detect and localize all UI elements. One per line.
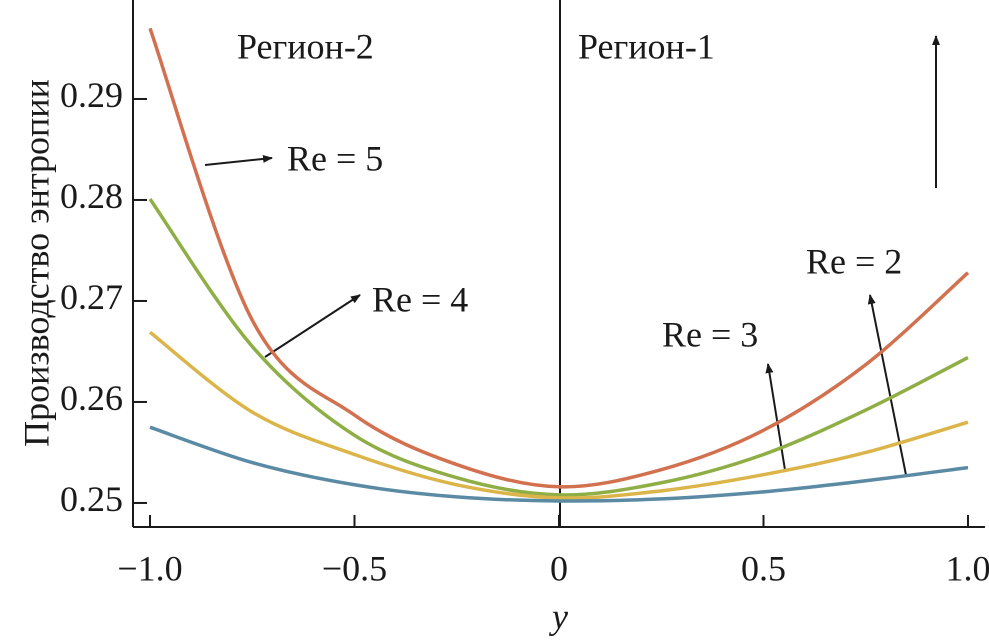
annotation: Регион-1 — [578, 26, 715, 66]
arrow — [204, 154, 273, 166]
x-tick-label: 1.0 — [945, 548, 989, 588]
y-tick-label: 0.25 — [60, 479, 123, 519]
annotation: Регион-2 — [237, 26, 374, 66]
y-tick-label: 0.28 — [60, 176, 123, 216]
series-line — [148, 197, 969, 497]
x-tick-label: −1.0 — [117, 548, 182, 588]
x-axis-label: y — [549, 596, 568, 636]
series-label: Re = 2 — [806, 241, 902, 281]
y-tick-label: 0.27 — [60, 277, 123, 317]
series-label: Re = 3 — [662, 314, 758, 354]
series-line — [148, 27, 970, 489]
arrow — [264, 294, 361, 358]
arrow — [867, 294, 907, 476]
series-label: Re = 5 — [287, 138, 383, 178]
series-line — [149, 425, 969, 503]
x-tick-label: 0.5 — [741, 548, 786, 588]
y-tick-label: 0.26 — [60, 378, 123, 418]
series-label: Re = 4 — [372, 279, 468, 319]
x-tick-label: −0.5 — [322, 548, 387, 588]
series-line — [148, 330, 969, 500]
x-tick-label: 0 — [550, 548, 568, 588]
y-tick-label: 0.29 — [60, 75, 123, 115]
y-axis-label: Производство энтропии — [16, 79, 56, 447]
arrow — [765, 363, 786, 471]
